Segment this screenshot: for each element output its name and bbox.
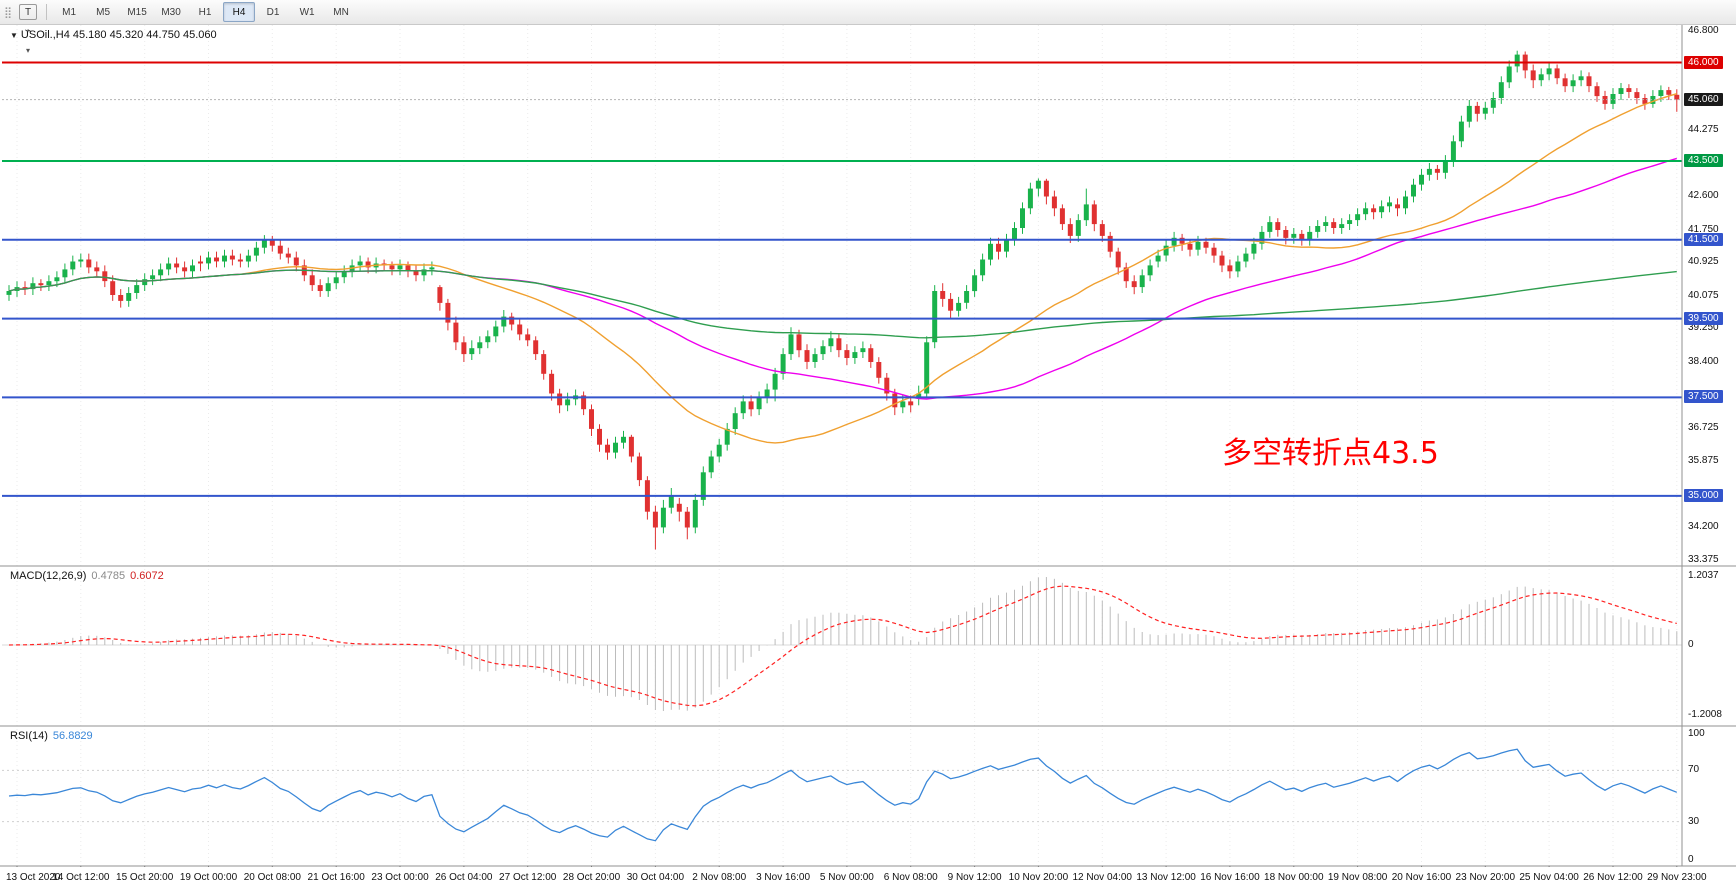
time-axis[interactable]: 13 Oct 2020 14 Oct 12:00 15 Oct 20:00 19 Oc… <box>0 867 1736 895</box>
time-axis-label: 6 Nov 08:00 <box>883 872 938 883</box>
price-axis-label: 35.875 <box>1688 455 1719 467</box>
time-axis-label: 13 Nov 12:00 <box>1136 872 1196 883</box>
timeframe-button-M5[interactable]: M5 <box>96 6 111 18</box>
time-axis-label: 28 Oct 20:00 <box>562 872 621 883</box>
time-axis-label: 26 Oct 04:00 <box>435 872 493 883</box>
timeframe-button-H1[interactable]: H1 <box>198 6 212 18</box>
rsi-name: RSI(14) <box>10 730 48 742</box>
price-axis-label: 39.250 <box>1688 322 1719 334</box>
price-axis-label: 40.925 <box>1688 256 1719 268</box>
price-axis-label: 46.800 <box>1688 25 1719 36</box>
time-axis-label: 25 Nov 04:00 <box>1519 872 1579 883</box>
price-tag-41.500: 41.500 <box>1684 232 1723 246</box>
time-axis-label: 23 Oct 00:00 <box>371 872 429 883</box>
time-axis-label: 3 Nov 16:00 <box>756 872 811 883</box>
tool-icons-group: ▥AT⌁▾ <box>16 0 41 60</box>
price-tag-45.060: 45.060 <box>1684 92 1723 106</box>
timeframe-buttons-group: M1 M5 M15 M30 H1 H4 D1 W1 MN <box>52 2 358 22</box>
price-axis[interactable]: 46.800 44.275 42.600 41.750 40.925 40.075 39.2… <box>1684 24 1736 566</box>
timeframe-button-MN[interactable]: MN <box>333 6 349 18</box>
time-axis-label: 29 Nov 23:00 <box>1647 872 1707 883</box>
price-tag-35.000: 35.000 <box>1684 488 1723 502</box>
timeframe-button-M1[interactable]: M1 <box>62 6 77 18</box>
time-axis-label: 19 Nov 08:00 <box>1327 872 1388 883</box>
price-axis-label: 38.400 <box>1688 355 1719 367</box>
toolbar-drag-handle[interactable]: ⣿ <box>4 6 13 19</box>
macd-axis-label: 0 <box>1688 639 1694 650</box>
drawing-tool[interactable]: ⌁ <box>24 24 32 37</box>
price-axis-label: 40.075 <box>1688 289 1719 301</box>
time-axis-label: 23 Nov 20:00 <box>1455 872 1516 883</box>
price-tag-37.500: 37.500 <box>1684 390 1723 404</box>
macd-axis-label: -1.2008 <box>1688 709 1722 720</box>
time-axis-label: 10 Nov 20:00 <box>1008 872 1069 883</box>
time-axis-label: 12 Nov 04:00 <box>1072 872 1133 883</box>
price-axis-label: 44.275 <box>1688 124 1719 136</box>
time-axis-label: 14 Oct 12:00 <box>52 872 110 883</box>
timeframe-button-M30[interactable]: M30 <box>161 6 181 18</box>
text-tool[interactable]: T <box>19 4 38 20</box>
toolbar-separator <box>46 4 48 20</box>
rsi-axis-label: 70 <box>1688 764 1700 776</box>
time-axis-label: 30 Oct 04:00 <box>626 872 685 883</box>
macd-value-main: 0.4785 <box>91 570 126 582</box>
collapse-icon[interactable]: ▼ <box>10 31 18 40</box>
rsi-axis: 100 70 30 0 <box>1684 726 1736 866</box>
time-axis-label: 20 Oct 08:00 <box>243 872 301 883</box>
macd-axis-label: 1.2037 <box>1688 570 1719 581</box>
time-axis-label: 21 Oct 16:00 <box>307 872 365 883</box>
time-axis-label: 16 Nov 16:00 <box>1200 872 1260 883</box>
time-axis-label: 26 Nov 12:00 <box>1583 872 1643 883</box>
price-axis-label: 34.200 <box>1688 521 1719 533</box>
time-axis-label: 2 Nov 08:00 <box>692 872 747 883</box>
time-axis-label: 13 Oct 2020 <box>6 872 61 883</box>
timeframe-button-D1[interactable]: D1 <box>266 6 280 18</box>
time-axis-label: 27 Oct 12:00 <box>499 872 557 883</box>
rsi-indicator-label: RSI(14) 56.8829 <box>10 730 93 742</box>
rsi-axis-label: 0 <box>1688 854 1694 865</box>
macd-axis: 1.2037 0 -1.2008 <box>1684 566 1736 726</box>
drawing-tool-caret[interactable]: ▾ <box>26 45 31 55</box>
macd-name: MACD(12,26,9) <box>10 570 87 582</box>
timeframe-button-M15[interactable]: M15 <box>127 6 147 18</box>
time-axis-label: 5 Nov 00:00 <box>819 872 874 883</box>
symbol-name: USOil.,H4 <box>20 29 70 41</box>
price-tag-46.000: 46.000 <box>1684 55 1723 69</box>
macd-indicator-label: MACD(12,26,9) 0.4785 0.6072 <box>10 570 164 582</box>
chart-annotation-text: 多空转折点43.5 <box>1222 436 1439 471</box>
time-axis-label: 18 Nov 00:00 <box>1264 872 1324 883</box>
rsi-axis-label: 30 <box>1688 815 1700 827</box>
time-axis-label: 20 Nov 16:00 <box>1391 872 1452 883</box>
chart-title: ▼ USOil.,H4 45.180 45.320 44.750 45.060 <box>10 29 217 41</box>
time-axis-label: 15 Oct 20:00 <box>116 872 174 883</box>
rsi-value: 56.8829 <box>52 730 93 742</box>
time-axis-label: 19 Oct 00:00 <box>179 872 238 883</box>
price-axis-label: 42.600 <box>1688 190 1719 202</box>
timeframe-button-H4[interactable]: H4 <box>223 2 256 22</box>
price-axis-label: 33.375 <box>1688 553 1719 565</box>
rsi-axis-label: 100 <box>1688 728 1705 739</box>
time-axis-label: 9 Nov 12:00 <box>947 872 1002 883</box>
ohlc-values: 45.180 45.320 44.750 45.060 <box>72 29 217 41</box>
price-axis-label: 41.750 <box>1688 223 1719 235</box>
macd-value-signal: 0.6072 <box>130 570 164 582</box>
price-axis-label: 36.725 <box>1688 421 1719 433</box>
timeframe-button-W1[interactable]: W1 <box>299 6 315 18</box>
price-tag-39.500: 39.500 <box>1684 311 1723 325</box>
price-tag-43.500: 43.500 <box>1684 154 1723 168</box>
